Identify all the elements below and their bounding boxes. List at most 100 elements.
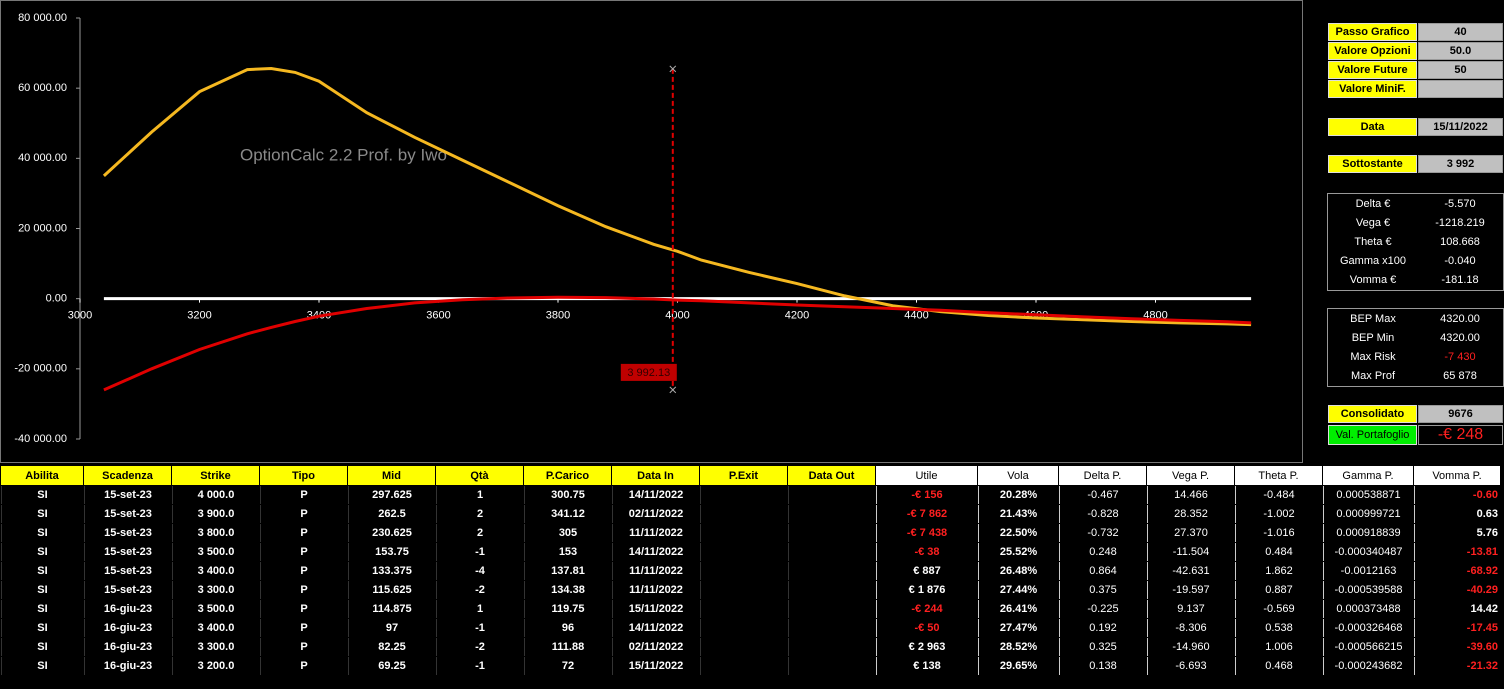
- table-cell: 3 300.0: [172, 638, 259, 656]
- table-row: SI 16-giu-23 3 200.0 P 69.25 -1 72 15/11/2022 € …: [1, 657, 1500, 675]
- column-header: Strike: [172, 466, 259, 485]
- table-cell: P: [260, 486, 347, 504]
- table-cell: 0.887: [1235, 581, 1322, 599]
- label-cell: Passo Grafico: [1328, 23, 1417, 41]
- table-cell: 15-set-23: [84, 524, 171, 542]
- table-cell: P: [260, 657, 347, 675]
- label-cell: Max Risk: [1350, 351, 1396, 363]
- table-cell: 2: [436, 524, 523, 542]
- label-cell: Delta €: [1355, 198, 1391, 210]
- table-cell: 134.38: [524, 581, 611, 599]
- table-cell: -0.000340487: [1323, 543, 1413, 561]
- column-header: Vega P.: [1147, 466, 1234, 485]
- table-row: SI 15-set-23 3 500.0 P 153.75 -1 153 14/11/2022…: [1, 543, 1500, 561]
- table-cell: P: [260, 543, 347, 561]
- table-cell: -€ 156: [876, 486, 977, 504]
- table-cell: [700, 600, 787, 618]
- x-tick-label: 3600: [426, 310, 450, 322]
- table-cell: 119.75: [524, 600, 611, 618]
- table-cell: -8.306: [1147, 619, 1234, 637]
- label-cell: Consolidato: [1328, 405, 1417, 423]
- table-cell: -13.81: [1414, 543, 1500, 561]
- table-cell: -68.92: [1414, 562, 1500, 580]
- table-cell: 3 900.0: [172, 505, 259, 523]
- table-cell: -€ 50: [876, 619, 977, 637]
- table-cell: 82.25: [348, 638, 435, 656]
- table-cell: -0.000566215: [1323, 638, 1413, 656]
- value-cell: -0.040: [1444, 255, 1476, 267]
- table-cell: 1: [436, 600, 523, 618]
- value-cell: 9676: [1418, 405, 1503, 423]
- table-cell: 3 500.0: [172, 543, 259, 561]
- table-cell: SI: [1, 619, 83, 637]
- table-cell: 14.466: [1147, 486, 1234, 504]
- table-cell: [788, 600, 875, 618]
- table-cell: 297.625: [348, 486, 435, 504]
- table-cell: 27.370: [1147, 524, 1234, 542]
- table-cell: 0.484: [1235, 543, 1322, 561]
- y-tick-label: 60 000.00: [18, 82, 67, 94]
- x-tick-label: 4400: [904, 310, 928, 322]
- table-cell: 262.5: [348, 505, 435, 523]
- table-row: SI 16-giu-23 3 300.0 P 82.25 -2 111.88 02/11/20…: [1, 638, 1500, 656]
- table-cell: 96: [524, 619, 611, 637]
- table-cell: 22.50%: [978, 524, 1058, 542]
- table-cell: 16-giu-23: [84, 600, 171, 618]
- table-cell: SI: [1, 600, 83, 618]
- label-cell: Gamma x100: [1339, 255, 1407, 267]
- table-cell: -4: [436, 562, 523, 580]
- table-cell: [788, 543, 875, 561]
- cursor-label-box: [620, 363, 677, 381]
- table-cell: 14.42: [1414, 600, 1500, 618]
- table-cell: [788, 581, 875, 599]
- table-cell: P: [260, 505, 347, 523]
- table-cell: 0.63: [1414, 505, 1500, 523]
- table-cell: P: [260, 562, 347, 580]
- table-cell: 153: [524, 543, 611, 561]
- table-cell: -6.693: [1147, 657, 1234, 675]
- value-cell: 108.668: [1440, 236, 1480, 248]
- table-cell: 16-giu-23: [84, 638, 171, 656]
- table-cell: [700, 619, 787, 637]
- table-cell: 14/11/2022: [612, 486, 699, 504]
- label-cell: Vega €: [1355, 217, 1391, 229]
- table-cell: 230.625: [348, 524, 435, 542]
- table-cell: 137.81: [524, 562, 611, 580]
- value-cell: 50: [1418, 61, 1503, 79]
- label-cell: BEP Max: [1350, 313, 1396, 325]
- label-cell: Valore Opzioni: [1328, 42, 1417, 60]
- label-cell: Data: [1328, 118, 1417, 136]
- table-cell: 15-set-23: [84, 543, 171, 561]
- table-cell: 3 400.0: [172, 619, 259, 637]
- table-cell: [788, 486, 875, 504]
- table-cell: 5.76: [1414, 524, 1500, 542]
- table-cell: SI: [1, 524, 83, 542]
- column-header: Utile: [876, 466, 977, 485]
- watermark: OptionCalc 2.2 Prof. by Iwo: [240, 145, 447, 164]
- table-cell: [700, 562, 787, 580]
- table-cell: 0.138: [1059, 657, 1146, 675]
- label-cell: Max Prof: [1350, 370, 1395, 382]
- table-cell: P: [260, 619, 347, 637]
- table-cell: [788, 619, 875, 637]
- table-cell: 15-set-23: [84, 562, 171, 580]
- table-cell: 9.137: [1147, 600, 1234, 618]
- chart-frame: [0, 0, 1303, 463]
- table-cell: 3 200.0: [172, 657, 259, 675]
- value-cell: 4320.00: [1440, 313, 1480, 325]
- table-cell: [788, 562, 875, 580]
- table-cell: € 138: [876, 657, 977, 675]
- positions-table: Abilita Scadenza Strike Tipo Mid Qtà P.Carico D…: [0, 465, 1501, 676]
- value-cell: 4320.00: [1440, 332, 1480, 344]
- table-cell: -€ 244: [876, 600, 977, 618]
- table-cell: -0.828: [1059, 505, 1146, 523]
- table-cell: 11/11/2022: [612, 524, 699, 542]
- table-cell: SI: [1, 638, 83, 656]
- table-cell: SI: [1, 562, 83, 580]
- table-cell: 28.352: [1147, 505, 1234, 523]
- table-cell: 28.52%: [978, 638, 1058, 656]
- y-tick-label: -40 000.00: [14, 433, 67, 445]
- column-header: Delta P.: [1059, 466, 1146, 485]
- column-header: P.Exit: [700, 466, 787, 485]
